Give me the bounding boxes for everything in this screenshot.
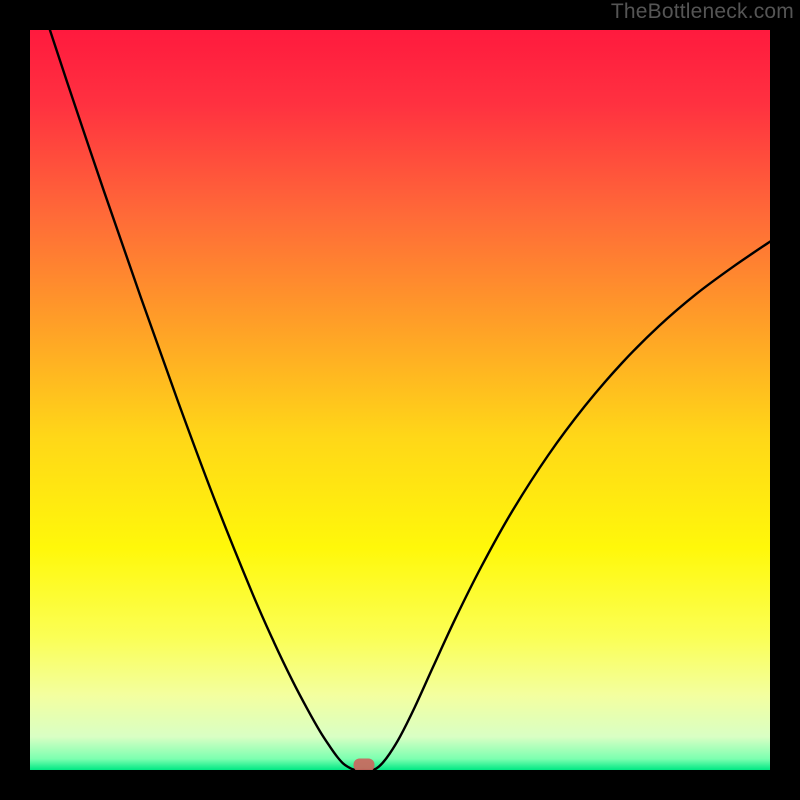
- optimal-point-marker: [354, 758, 375, 770]
- plot-area: [30, 30, 770, 770]
- watermark-text: TheBottleneck.com: [611, 0, 794, 24]
- bottleneck-curve: [30, 30, 770, 770]
- chart-frame: TheBottleneck.com: [0, 0, 800, 800]
